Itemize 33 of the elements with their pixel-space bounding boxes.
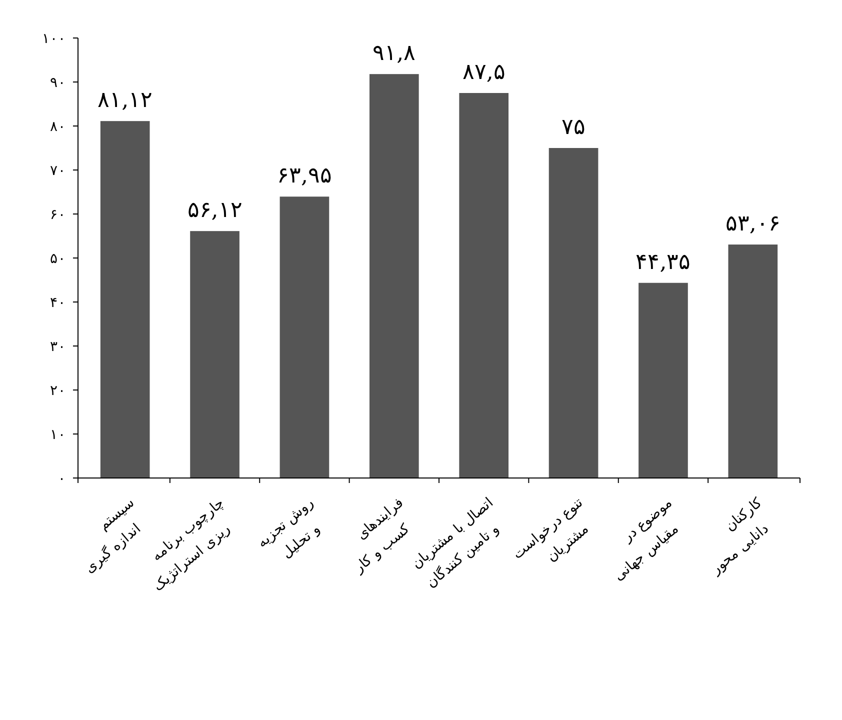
data-label: ۹۱,۸ <box>372 41 416 66</box>
bar <box>100 121 150 478</box>
bar <box>190 231 240 478</box>
data-label: ۸۱,۱۲ <box>98 88 153 114</box>
x-tick-label: موضوع در مقیاس جهانی <box>610 494 682 584</box>
y-tick-label: ۷۰ <box>50 162 66 179</box>
x-tick-label: تنوع درخواست مشتریان <box>510 494 592 566</box>
y-tick-label: ۳۰ <box>50 338 66 355</box>
x-tick-label: چارچوب برنامه ریزی استراتژیک <box>148 494 234 595</box>
x-tick-label: سیستم اندازه گیری <box>81 494 144 577</box>
bar <box>548 148 598 478</box>
y-tick-label: ۸۰ <box>50 118 66 135</box>
y-tick-label: ۵۰ <box>50 250 66 267</box>
bar <box>459 93 509 478</box>
data-label: ۸۷,۵ <box>462 60 506 85</box>
y-tick-label: ۴۰ <box>50 294 66 311</box>
data-label: ۷۵ <box>562 115 586 140</box>
y-tick-label: ۰ <box>58 470 66 487</box>
bar <box>369 74 419 478</box>
y-tick-label: ۱۰۰ <box>42 30 66 47</box>
data-label: ۶۳,۹۵ <box>276 164 332 189</box>
data-label: ۴۴,۳۵ <box>636 250 691 275</box>
y-tick-label: ۶۰ <box>50 206 66 223</box>
data-label: ۵۳,۰۶ <box>725 212 780 237</box>
x-tick-label: کارکنان دانایی محور <box>707 494 772 578</box>
bar <box>728 244 778 478</box>
y-tick-label: ۹۰ <box>50 74 66 91</box>
data-label: ۵۶,۱۲ <box>187 198 242 224</box>
x-tick-label: روش تجزیه و تحلیل <box>254 494 324 562</box>
y-tick-label: ۱۰ <box>50 426 66 443</box>
bar <box>638 282 688 478</box>
bar <box>280 196 330 478</box>
y-tick-label: ۲۰ <box>50 382 66 399</box>
